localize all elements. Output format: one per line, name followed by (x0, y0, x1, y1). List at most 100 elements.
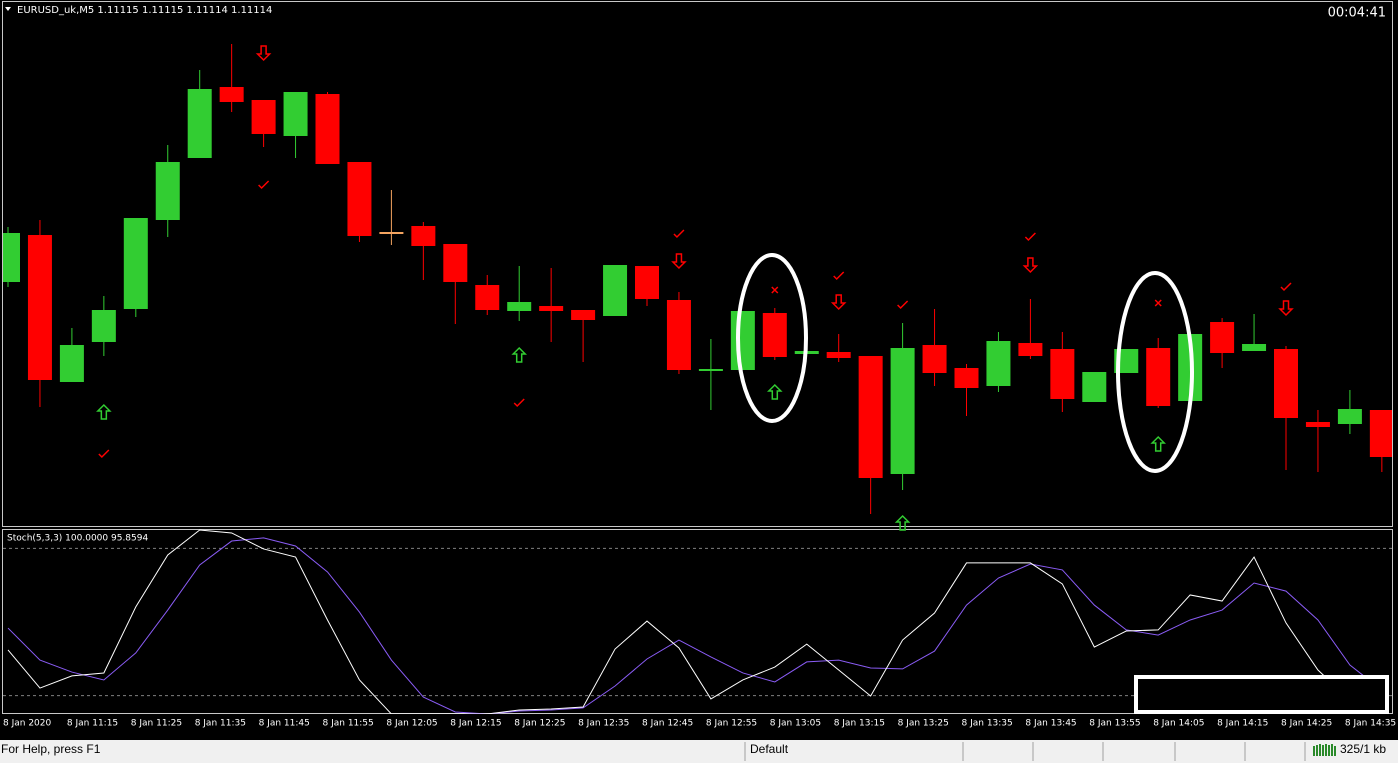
time-label: 8 Jan 14:05 (1153, 719, 1204, 729)
buy-arrow (766, 383, 783, 400)
candle-body (603, 265, 628, 316)
main-window-frame (2, 1, 1393, 527)
candle-body (1018, 343, 1043, 356)
sell-arrow (1278, 300, 1294, 317)
sell-arrow (830, 294, 847, 311)
candle-body (3, 233, 20, 282)
time-label: 8 Jan 12:05 (386, 719, 437, 729)
time-label: 8 Jan 12:55 (706, 719, 757, 729)
candle-body (954, 368, 979, 388)
candle-body (922, 345, 947, 373)
status-profile[interactable]: Default (750, 742, 789, 756)
candle-body (379, 232, 404, 234)
buy-arrow (511, 346, 528, 363)
candle-body (826, 352, 851, 358)
candle-body (1146, 348, 1171, 406)
time-label: 8 Jan 2020 (3, 719, 51, 729)
candle-body (123, 218, 148, 309)
cross-mark (771, 286, 779, 294)
candle-body (443, 244, 468, 282)
candle-body (571, 310, 596, 320)
time-label: 8 Jan 13:15 (834, 719, 885, 729)
time-label: 8 Jan 13:25 (898, 719, 949, 729)
indicator-title: Stoch(5,3,3) 100.0000 95.8594 (7, 534, 148, 544)
status-traffic: 325/1 kb (1340, 742, 1386, 756)
candle-body (635, 266, 659, 299)
highlight-ellipse (736, 253, 808, 423)
candle-body (91, 310, 116, 342)
candle-body (666, 300, 691, 370)
time-label: 8 Jan 13:55 (1089, 719, 1140, 729)
candle-body (858, 356, 883, 478)
candle-body (347, 162, 372, 236)
time-label: 8 Jan 11:35 (195, 719, 246, 729)
check-mark (258, 180, 270, 190)
buy-arrow (1150, 435, 1167, 452)
time-label: 8 Jan 11:55 (323, 719, 374, 729)
candle-body (187, 89, 212, 158)
overlay-box (1134, 675, 1389, 714)
time-axis: 8 Jan 2020 8 Jan 11:15 8 Jan 11:25 8 Jan 11… (3, 719, 1396, 729)
candle-body (730, 311, 755, 370)
status-background (0, 740, 1398, 763)
candle-body (219, 87, 244, 102)
candle-body (411, 226, 436, 246)
check-mark (673, 229, 685, 239)
cross-mark (1154, 299, 1162, 307)
check-mark (1024, 232, 1036, 242)
candle-body (986, 341, 1011, 386)
check-mark (897, 300, 909, 310)
buy-arrow (894, 514, 911, 531)
symbol-info: EURUSD_uk,M5 1.11115 1.11115 1.11114 1.1… (17, 5, 272, 16)
candle-body (1050, 349, 1075, 399)
time-label: 8 Jan 13:45 (1025, 719, 1076, 729)
time-label: 8 Jan 12:35 (578, 719, 629, 729)
time-label: 8 Jan 14:25 (1281, 719, 1332, 729)
sell-arrow (1022, 257, 1039, 274)
time-label: 8 Jan 13:35 (962, 719, 1013, 729)
candle-body (283, 92, 308, 136)
candle-body (539, 306, 564, 311)
stochastic-line (7, 529, 1382, 714)
check-mark (1280, 282, 1292, 292)
time-label: 8 Jan 13:05 (770, 719, 821, 729)
candle-body (251, 100, 276, 134)
menu-triangle[interactable] (5, 7, 11, 11)
status-help: For Help, press F1 (1, 742, 101, 756)
candle-body (59, 345, 84, 382)
candle-body (1337, 409, 1362, 424)
time-label: 8 Jan 12:15 (450, 719, 501, 729)
candle-body (315, 94, 340, 164)
sell-arrow (671, 253, 687, 270)
highlight-ellipse (1116, 271, 1194, 473)
timer: 00:04:41 (1328, 6, 1386, 21)
candle-body (475, 285, 500, 310)
time-label: 8 Jan 11:15 (67, 719, 118, 729)
buy-arrow (96, 403, 112, 420)
check-mark (833, 271, 845, 281)
status-bar: For Help, press F1 Default 325/1 kb (0, 740, 1398, 763)
time-label: 8 Jan 12:45 (642, 719, 693, 729)
candle-body (762, 313, 787, 357)
traffic-icon (1313, 744, 1336, 756)
time-label: 8 Jan 11:45 (259, 719, 310, 729)
time-label: 8 Jan 14:15 (1217, 719, 1268, 729)
sell-arrow (255, 45, 272, 62)
time-label: 8 Jan 14:35 (1345, 719, 1396, 729)
check-mark (513, 398, 525, 408)
candle-body (698, 369, 723, 371)
candle-body (507, 302, 532, 311)
candle-body (1274, 349, 1298, 418)
candle-body (1210, 322, 1235, 353)
check-mark (98, 449, 110, 459)
indicator-window-frame (2, 529, 1393, 714)
stochastic-line (7, 537, 1383, 714)
time-label: 8 Jan 11:25 (131, 719, 182, 729)
candle-body (1305, 422, 1330, 427)
candle-body (890, 348, 915, 474)
candle-body (1369, 410, 1392, 457)
candle-body (155, 162, 180, 220)
candle-body (1242, 344, 1267, 351)
